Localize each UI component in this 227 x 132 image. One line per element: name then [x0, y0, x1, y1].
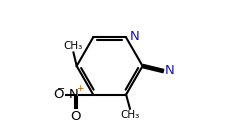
Text: +: + — [76, 84, 84, 93]
Text: N: N — [129, 30, 139, 43]
Text: CH₃: CH₃ — [120, 110, 140, 120]
Text: N: N — [69, 88, 78, 101]
Text: N: N — [165, 64, 175, 77]
Text: CH₃: CH₃ — [64, 41, 83, 51]
Text: O: O — [71, 110, 81, 123]
Text: −: − — [57, 84, 65, 94]
Text: O: O — [53, 88, 64, 101]
